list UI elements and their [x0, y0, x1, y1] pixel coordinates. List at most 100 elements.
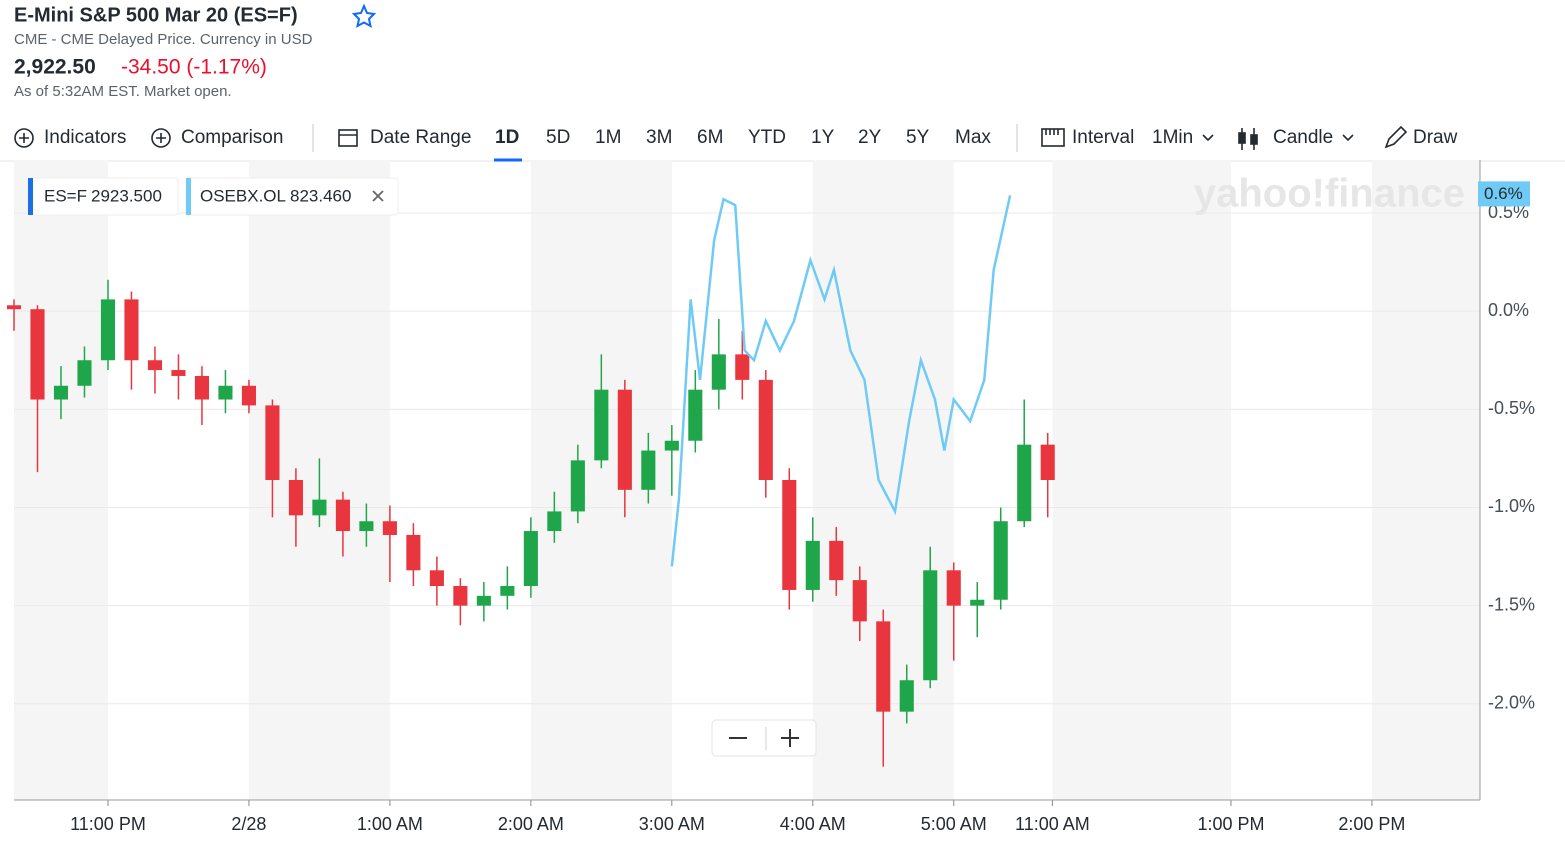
y-tick-label: -1.0% — [1488, 496, 1535, 516]
candle-body — [852, 580, 867, 622]
candle-body — [1017, 444, 1032, 522]
candle-body — [77, 360, 92, 386]
candle-body — [100, 299, 116, 361]
candle-body — [547, 511, 562, 532]
candle-body — [429, 570, 444, 587]
candle-body — [782, 480, 797, 590]
candle-body — [124, 299, 139, 361]
candle-body — [171, 370, 186, 376]
candle-body — [641, 450, 656, 490]
candle-body — [523, 531, 538, 587]
x-tick-label: 4:00 AM — [780, 814, 846, 834]
candle-body — [53, 385, 69, 400]
candle-body — [6, 305, 22, 310]
interval-button[interactable]: Interval — [1072, 127, 1134, 148]
status: As of 5:32AM EST. Market open. — [14, 83, 232, 100]
candle-body — [617, 389, 632, 490]
candle-body — [218, 385, 233, 400]
legend-swatch — [186, 178, 191, 215]
legend-swatch — [28, 178, 33, 215]
change: -34.50 (-1.17%) — [121, 56, 267, 79]
legend-value: 2923.500 — [91, 186, 162, 205]
comparison-button[interactable]: Comparison — [181, 127, 283, 148]
candle-body — [970, 599, 985, 606]
x-tick-label: 2/28 — [231, 814, 266, 834]
y-tick-label: -0.5% — [1488, 398, 1535, 418]
candle-body — [993, 521, 1008, 600]
candle-body — [194, 375, 209, 400]
watchlist-star[interactable] — [351, 3, 377, 28]
time-band — [1371, 160, 1480, 800]
current-label: 0.6% — [1484, 184, 1523, 203]
range-button[interactable]: 3M — [646, 127, 672, 148]
legend-value: 823.460 — [290, 186, 351, 205]
range-button[interactable]: YTD — [748, 127, 786, 148]
candle-body — [688, 389, 703, 441]
candle-body — [312, 499, 327, 516]
range-button[interactable]: Max — [955, 127, 991, 148]
x-tick-label: 1:00 AM — [357, 814, 423, 834]
candle-body — [876, 621, 891, 712]
y-tick-label: 0.0% — [1488, 300, 1529, 320]
candle-body — [335, 499, 350, 532]
range-button[interactable]: 5Y — [906, 127, 930, 148]
time-band — [14, 160, 108, 800]
range-button[interactable]: 2Y — [858, 127, 882, 148]
candle-body — [453, 586, 468, 606]
indicators-button[interactable]: Indicators — [44, 127, 126, 148]
x-tick-label: 3:00 AM — [639, 814, 705, 834]
y-tick-label: -1.5% — [1488, 594, 1535, 614]
price: 2,922.50 — [14, 56, 96, 79]
x-tick-label: 11:00 AM — [1015, 814, 1090, 834]
candle-body — [829, 540, 844, 581]
candle-body — [805, 540, 820, 590]
candle-body — [382, 521, 397, 535]
candle-body — [735, 354, 750, 380]
candle-body — [288, 480, 303, 516]
candle-body — [241, 385, 256, 406]
time-band — [1052, 160, 1231, 800]
x-tick-label: 2:00 AM — [498, 814, 564, 834]
date-range-button[interactable]: Date Range — [370, 127, 471, 148]
x-tick-label: 11:00 PM — [70, 814, 146, 834]
range-button[interactable]: 5D — [546, 127, 570, 148]
x-tick-label: 2:00 PM — [1338, 814, 1405, 834]
range-button[interactable]: 1Y — [811, 127, 835, 148]
subtitle: CME - CME Delayed Price. Currency in USD — [14, 31, 313, 48]
legend-name: OSEBX.OL — [200, 186, 286, 205]
zoom-in[interactable] — [781, 729, 799, 747]
current-badge — [1478, 181, 1530, 207]
range-button[interactable]: 1M — [595, 127, 621, 148]
candle-body — [711, 354, 726, 390]
range-button[interactable]: 1D — [495, 127, 519, 148]
candle-body — [594, 389, 609, 461]
candle-body — [406, 534, 421, 571]
y-tick-label: -2.0% — [1488, 693, 1535, 713]
draw-button[interactable]: Draw — [1413, 127, 1458, 148]
title: E-Mini S&P 500 Mar 20 (ES=F) — [14, 4, 298, 26]
interval-value[interactable]: 1Min — [1152, 127, 1193, 148]
candle-body — [899, 680, 914, 712]
chart-type-button[interactable]: Candle — [1273, 127, 1333, 148]
remove-comparison[interactable] — [372, 190, 384, 202]
legend-name: ES=F — [44, 186, 87, 205]
candle-body — [147, 360, 163, 371]
range-button[interactable]: 6M — [697, 127, 723, 148]
candle-body — [476, 595, 491, 606]
candle-body — [359, 521, 374, 532]
toolbar-icons — [14, 124, 1408, 152]
candle-body — [664, 440, 679, 451]
candle-body — [265, 405, 280, 480]
candle-body — [758, 379, 773, 480]
candle-body — [1040, 444, 1055, 480]
candle-body — [923, 570, 938, 681]
x-tick-label: 1:00 PM — [1197, 814, 1264, 834]
candle-body — [30, 309, 45, 400]
candle-body — [946, 570, 961, 606]
y-tick-label: 0.5% — [1488, 202, 1529, 222]
candle-body — [500, 586, 515, 596]
zoom-control — [711, 719, 817, 757]
x-tick-label: 5:00 AM — [921, 814, 987, 834]
